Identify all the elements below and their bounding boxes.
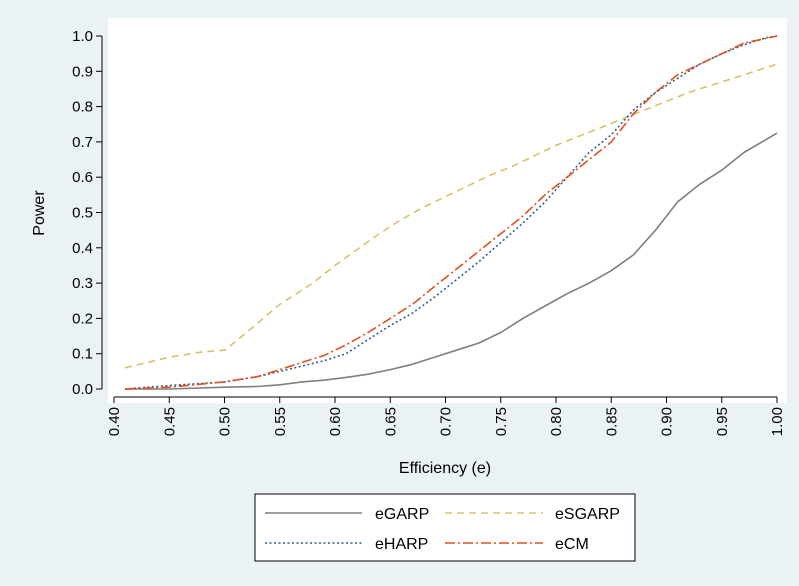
y-tick-label: 0.0 xyxy=(72,381,93,398)
x-tick-label: 0.40 xyxy=(106,407,123,436)
legend-box xyxy=(254,493,636,562)
series-line-ecm xyxy=(124,35,778,390)
series-layer xyxy=(124,35,778,390)
x-tick-label: 0.55 xyxy=(272,407,289,436)
axes-layer: 0.0 0.1 0.2 0.3 0.4 0.5 0.6 0.7 0.8 0.9 1.0 0.40 0.4… xyxy=(72,28,786,436)
x-tick-label: 0.80 xyxy=(548,407,565,436)
x-tick-label: 0.60 xyxy=(327,407,344,436)
x-tick-label: 0.95 xyxy=(714,407,731,436)
x-tick-label: 1.00 xyxy=(769,407,786,436)
x-tick-label: 0.50 xyxy=(217,407,234,436)
legend-label-ecm: eCM xyxy=(555,536,589,553)
x-axis-title: Efficiency (e) xyxy=(399,460,491,477)
x-tick-label: 0.75 xyxy=(493,407,510,436)
series-line-egarp xyxy=(125,132,778,390)
series-line-eharp xyxy=(124,35,778,390)
y-tick-label: 0.4 xyxy=(72,240,93,257)
legend-label-eharp: eHARP xyxy=(375,536,428,553)
plot-area xyxy=(108,18,787,403)
y-tick-label: 0.6 xyxy=(72,169,93,186)
y-axis-title: Power xyxy=(31,190,48,236)
y-tick-label: 0.2 xyxy=(72,310,93,327)
x-tick-label: 0.45 xyxy=(161,407,178,436)
y-tick-label: 0.1 xyxy=(72,346,93,363)
legend-label-egarp: eGARP xyxy=(375,506,429,523)
y-tick-label: 1.0 xyxy=(72,28,93,45)
y-tick-label: 0.8 xyxy=(72,99,93,116)
legend: eGARP eSGARP eHARP eCM xyxy=(254,493,636,562)
x-tick-label: 0.65 xyxy=(382,407,399,436)
y-tick-label: 0.7 xyxy=(72,134,93,151)
x-tick-label: 0.90 xyxy=(659,407,676,436)
legend-label-esgarp: eSGARP xyxy=(555,506,620,523)
y-tick-label: 0.9 xyxy=(72,63,93,80)
x-tick-label: 0.70 xyxy=(438,407,455,436)
x-tick-label: 0.85 xyxy=(603,407,620,436)
y-tick-label: 0.3 xyxy=(72,275,93,292)
y-tick-label: 0.5 xyxy=(72,205,93,222)
